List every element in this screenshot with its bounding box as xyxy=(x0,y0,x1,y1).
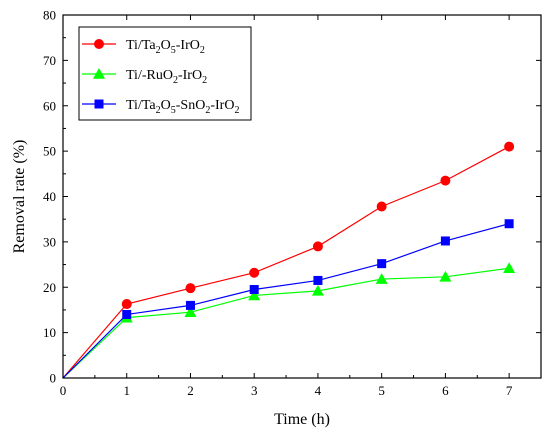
data-point xyxy=(184,306,197,318)
x-tick-label: 1 xyxy=(123,383,130,398)
y-tick-label: 10 xyxy=(43,325,56,340)
legend-label: Ti/-RuO2-IrO2 xyxy=(126,68,207,86)
data-point xyxy=(185,283,196,294)
series-line xyxy=(62,146,510,379)
y-tick-label: 0 xyxy=(50,371,57,386)
x-tick-label: 3 xyxy=(251,383,258,398)
y-tick-label: 30 xyxy=(43,234,56,249)
y-axis-title: Removal rate (%) xyxy=(11,140,28,254)
series-1 xyxy=(62,262,516,379)
x-tick-label: 5 xyxy=(378,383,385,398)
data-point xyxy=(312,241,323,252)
legend-label: Ti/Ta2O5-SnO2-IrO2 xyxy=(126,98,239,116)
legend-item: Ti/-RuO2-IrO2 xyxy=(82,68,207,86)
data-point xyxy=(248,289,261,301)
data-point xyxy=(121,299,132,310)
series-2 xyxy=(62,219,514,379)
data-point xyxy=(249,267,260,278)
y-tick-label: 70 xyxy=(43,53,56,68)
data-point xyxy=(440,236,450,246)
series-line xyxy=(62,223,510,379)
y-tick-label: 20 xyxy=(43,280,56,295)
data-point xyxy=(249,285,259,295)
series-line xyxy=(62,267,510,379)
plot-area xyxy=(62,141,516,379)
legend-label: Ti/Ta2O5-IrO2 xyxy=(126,38,205,56)
x-tick-label: 0 xyxy=(60,383,67,398)
data-point xyxy=(185,300,195,310)
data-point xyxy=(377,259,387,269)
data-point xyxy=(440,175,451,186)
data-point xyxy=(439,270,452,282)
y-tick-label: 80 xyxy=(43,8,56,23)
y-tick-label: 40 xyxy=(43,189,56,204)
x-tick-label: 4 xyxy=(315,383,322,398)
legend: Ti/Ta2O5-IrO2 Ti/-RuO2-IrO2 Ti/Ta2O5-SnO2-… xyxy=(78,26,252,121)
data-point xyxy=(503,262,516,273)
legend-item: Ti/Ta2O5-IrO2 xyxy=(82,38,205,56)
legend-marker xyxy=(94,99,104,109)
legend-marker xyxy=(93,68,105,79)
legend-item: Ti/Ta2O5-SnO2-IrO2 xyxy=(82,98,239,116)
data-point xyxy=(504,219,514,229)
x-axis-title: Time (h) xyxy=(274,411,330,428)
y-tick-label: 60 xyxy=(43,98,56,113)
x-tick-label: 2 xyxy=(187,383,194,398)
series-0 xyxy=(62,141,515,379)
legend-marker xyxy=(94,39,104,49)
data-point xyxy=(122,309,132,319)
x-tick-label: 7 xyxy=(506,383,513,398)
data-point xyxy=(311,284,324,296)
y-tick-label: 50 xyxy=(43,144,56,159)
data-point xyxy=(504,141,515,152)
x-tick-label: 6 xyxy=(442,383,449,398)
data-point xyxy=(375,273,388,284)
data-point xyxy=(313,275,323,285)
data-point xyxy=(376,201,387,212)
